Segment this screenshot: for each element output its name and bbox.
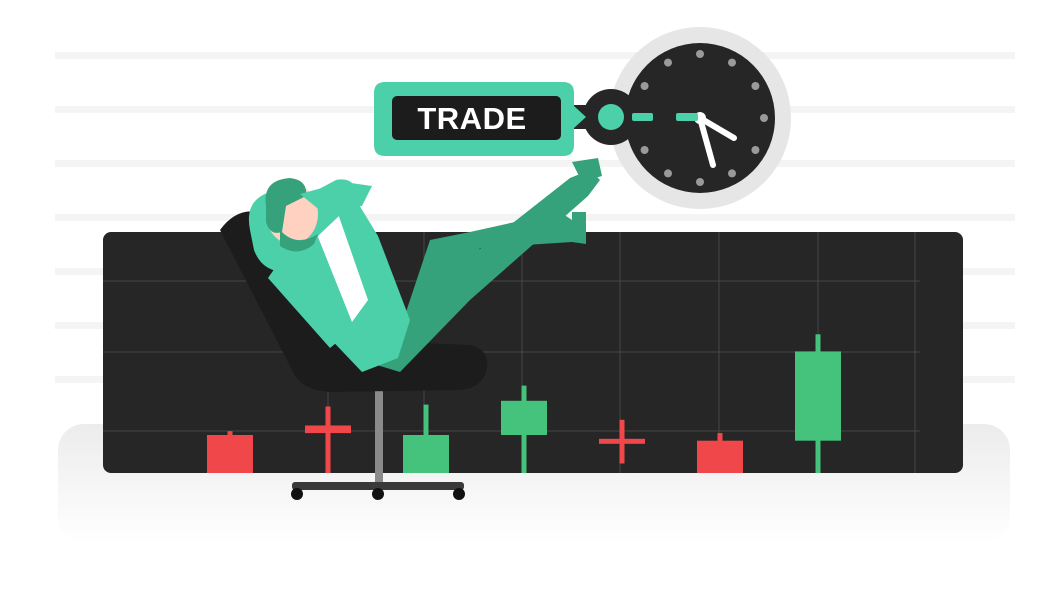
candle-body-6 [697, 440, 743, 473]
candle-wick-2 [325, 406, 331, 473]
clock-icon [609, 27, 791, 209]
candlestick-series [207, 334, 841, 473]
clock-tick [664, 58, 672, 67]
clock-tick [728, 169, 736, 178]
badge-connector [566, 89, 698, 145]
candle-body-3 [403, 435, 449, 473]
clock-tick [640, 146, 649, 154]
candle-body-5 [599, 438, 645, 444]
clock-tick [696, 178, 704, 186]
businessman-figure [248, 158, 602, 372]
trade-label: TRADE [417, 101, 526, 136]
clock-tick [751, 82, 760, 90]
clock-tick [760, 114, 768, 122]
clock-ticks [632, 50, 768, 186]
clock-tick [728, 58, 736, 67]
candle-body-7 [795, 351, 841, 441]
candle-body-4 [501, 400, 547, 435]
candle-body-1 [207, 435, 253, 473]
clock-tick [696, 50, 704, 58]
trade-badge: TRADE [374, 82, 586, 156]
clock-tick [664, 169, 672, 178]
clock-tick [640, 82, 649, 90]
candle-body-2 [305, 425, 351, 434]
clock-tick [751, 146, 760, 154]
